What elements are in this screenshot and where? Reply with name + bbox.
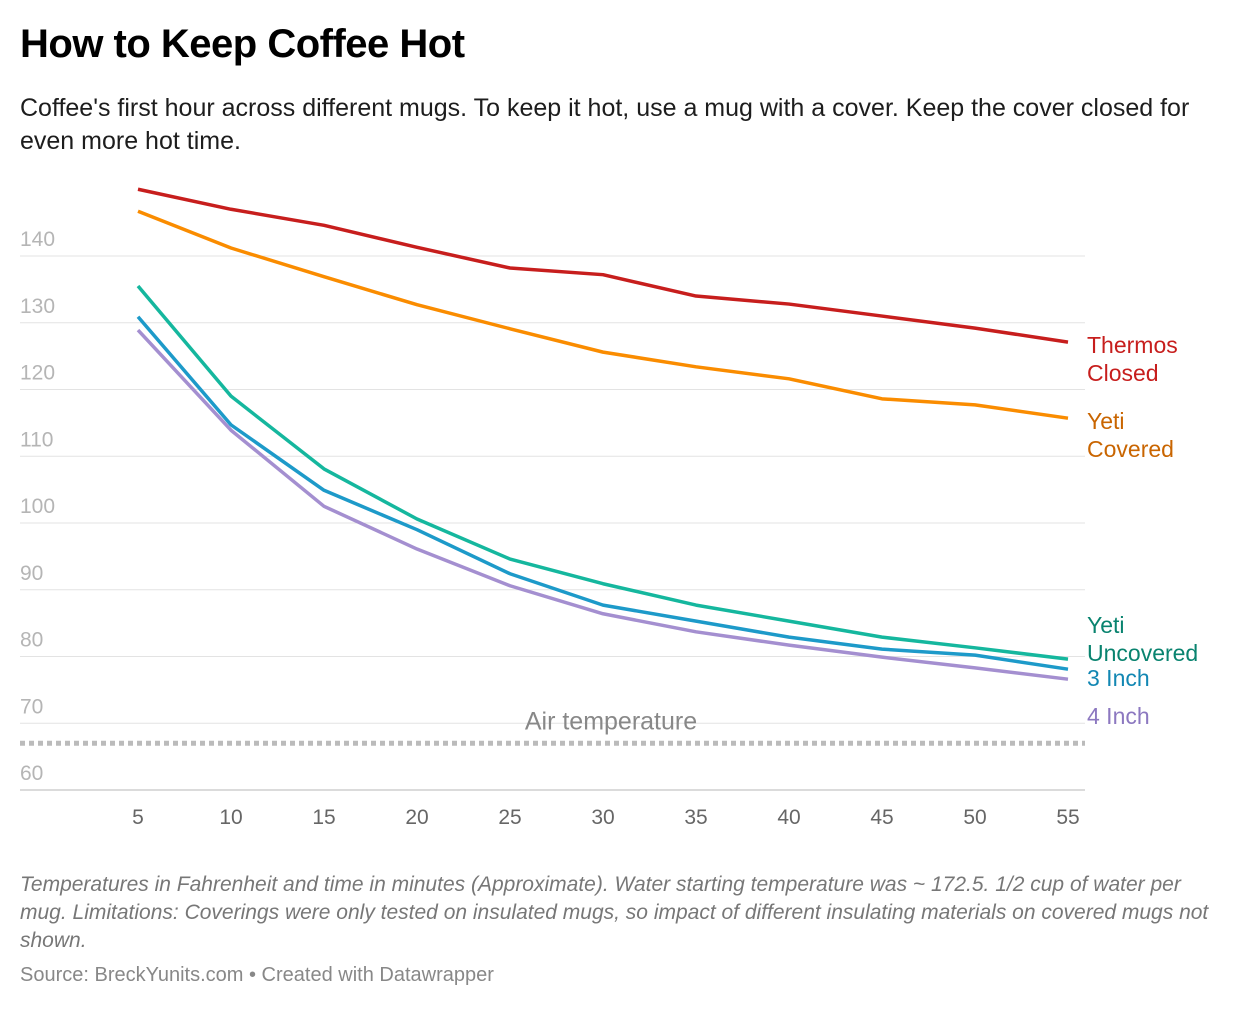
chart-title: How to Keep Coffee Hot bbox=[20, 22, 465, 66]
x-tick-label: 45 bbox=[870, 806, 893, 829]
x-tick-label: 35 bbox=[684, 806, 707, 829]
x-tick-label: 40 bbox=[777, 806, 800, 829]
series-label: Closed bbox=[1087, 360, 1159, 386]
series-label: Thermos bbox=[1087, 332, 1178, 358]
x-tick-label: 55 bbox=[1056, 806, 1079, 829]
x-tick-label: 50 bbox=[963, 806, 986, 829]
series-line-yeti-uncovered bbox=[136, 284, 1069, 661]
y-tick-label: 110 bbox=[20, 428, 53, 451]
series-line-4-inch bbox=[136, 328, 1069, 681]
y-tick-label: 130 bbox=[20, 295, 55, 318]
series-line-yeti-covered bbox=[137, 209, 1069, 420]
x-tick-label: 15 bbox=[312, 806, 335, 829]
x-tick-label: 30 bbox=[591, 806, 614, 829]
air-temperature-label: Air temperature bbox=[525, 707, 697, 735]
line-chart: 60 70 80 90 100 110 120 130 140 5 10 15 20 25 30 35 40 45… bbox=[20, 187, 1198, 829]
series-label: Covered bbox=[1087, 436, 1174, 462]
y-tick-label: 100 bbox=[20, 495, 55, 518]
chart-notes: Temperatures in Fahrenheit and time in m… bbox=[20, 873, 1209, 952]
series-label: Uncovered bbox=[1087, 640, 1198, 666]
series-line-thermos-closed bbox=[137, 187, 1069, 344]
x-tick-label: 5 bbox=[132, 806, 144, 829]
x-tick-label: 20 bbox=[405, 806, 428, 829]
series-label: Yeti bbox=[1087, 612, 1125, 638]
y-tick-label: 80 bbox=[20, 629, 43, 652]
y-tick-label: 140 bbox=[20, 228, 55, 251]
x-tick-label: 10 bbox=[219, 806, 242, 829]
series-line-3-inch bbox=[136, 315, 1069, 671]
x-tick-label: 25 bbox=[498, 806, 521, 829]
chart-subtitle: Coffee's first hour across different mug… bbox=[20, 94, 1190, 155]
y-tick-label: 70 bbox=[20, 695, 43, 718]
series-label: 4 Inch bbox=[1087, 703, 1150, 729]
y-tick-label: 60 bbox=[20, 762, 43, 785]
y-tick-label: 120 bbox=[20, 362, 55, 385]
y-tick-label: 90 bbox=[20, 562, 43, 585]
series-label: Yeti bbox=[1087, 408, 1125, 434]
source-credit: Source: BreckYunits.com • Created with D… bbox=[20, 964, 494, 986]
series-label: 3 Inch bbox=[1087, 665, 1150, 691]
